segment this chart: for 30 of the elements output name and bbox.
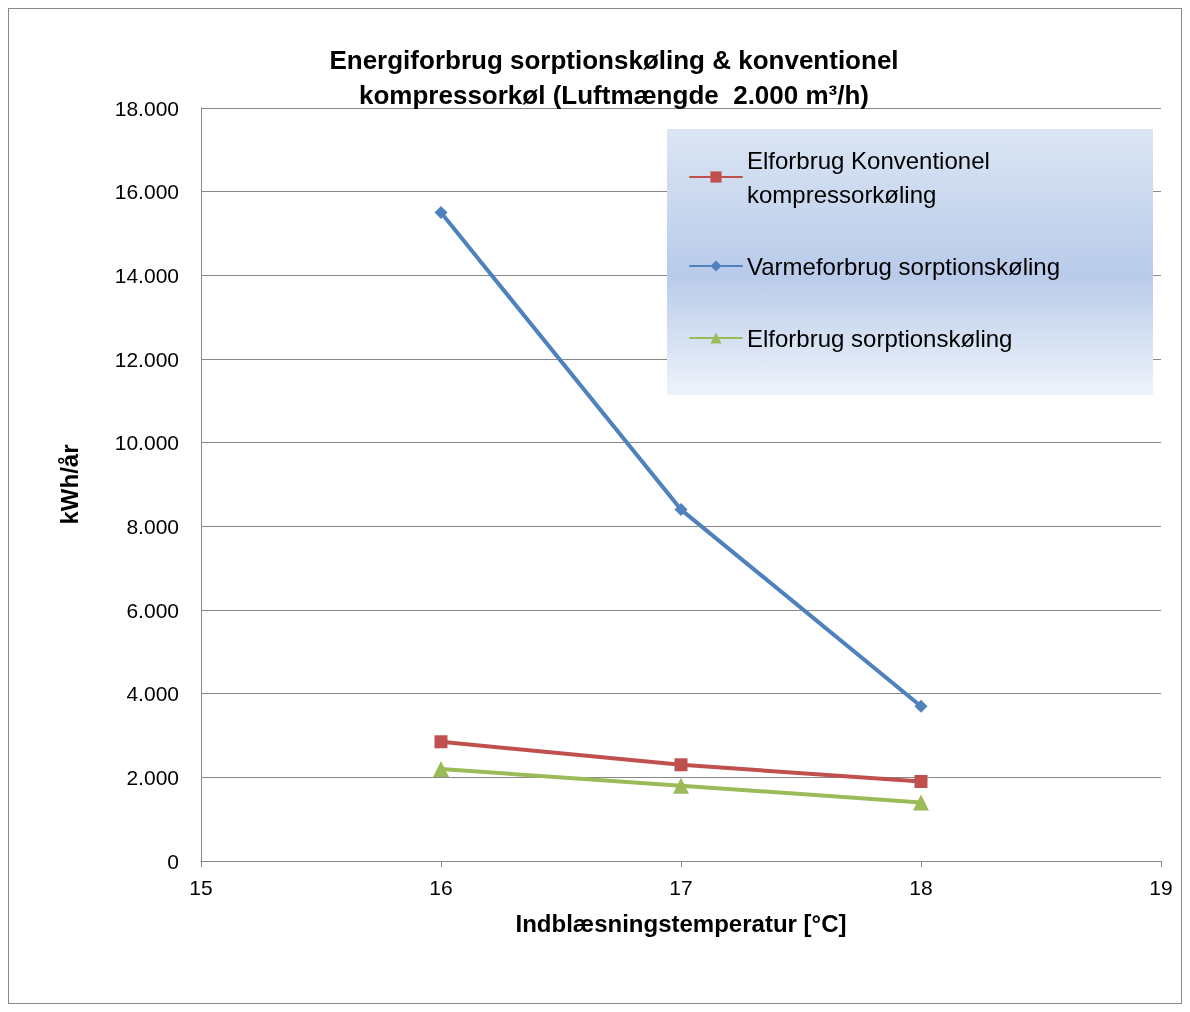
y-tick-label: 16.000 <box>114 180 179 204</box>
legend-label: Elforbrug Konventionel kompressorkøling <box>747 146 997 208</box>
x-tick-label: 19 <box>1149 876 1173 899</box>
y-tick-label: 10.000 <box>114 431 179 455</box>
x-tick-label: 17 <box>669 876 693 899</box>
x-tick-label: 15 <box>189 876 213 899</box>
point <box>434 735 448 749</box>
y-tick-label: 4.000 <box>126 682 179 706</box>
y-tick-label: 18.000 <box>114 96 179 120</box>
x-axis-title: Indblæsningstemperatur [°C] <box>515 909 847 937</box>
x-tick-label: 18 <box>909 876 933 899</box>
y-tick-label: 6.000 <box>126 598 179 622</box>
y-tick-label: 14.000 <box>114 263 179 287</box>
point <box>914 699 928 713</box>
point <box>433 760 449 777</box>
y-tick-label: 0 <box>167 849 179 873</box>
y-tick-label: 8.000 <box>126 514 179 538</box>
chart-title: Energiforbrug sorptionskøling & konventionel kompressorkøl (Luftmængde 2.000 m³/h) <box>329 44 899 110</box>
y-tick-label: 2.000 <box>126 765 179 789</box>
y-axis-title: kWh/år <box>55 444 83 525</box>
point <box>673 777 689 794</box>
point <box>674 758 688 772</box>
point <box>434 206 448 220</box>
y-tick-label: 12.000 <box>114 347 179 371</box>
point <box>674 503 688 517</box>
legend-label: Varmeforbrug sorptionskøling <box>747 252 1061 280</box>
x-tick-label: 16 <box>429 876 453 899</box>
point <box>913 794 929 811</box>
legend-label: Elforbrug sorptionskøling <box>747 324 1013 352</box>
point <box>914 775 928 789</box>
